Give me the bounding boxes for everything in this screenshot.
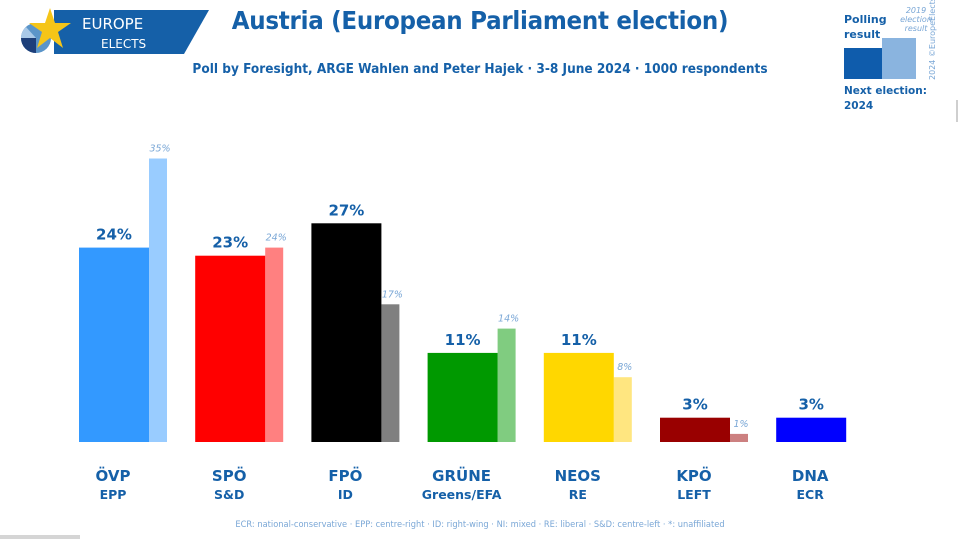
next-election: Next election: 2024 [844,84,927,114]
legend-polling-label-line2: result [844,28,881,41]
polling-value-label: 11% [445,331,481,349]
previous-value-label: 1% [733,419,748,430]
previous-value-label: 24% [266,233,287,244]
polling-value-label: 23% [212,234,248,252]
polling-value-label: 11% [561,331,597,349]
group-label: S&D [214,487,244,502]
polling-bar-4 [543,352,614,442]
group-label: ID [338,487,353,502]
polling-bar-2 [311,223,382,442]
next-election-label: Next election: [844,85,927,97]
previous-bar-3 [497,328,516,442]
next-election-year: 2024 [844,100,874,112]
legend-previous-label-line2: election [900,15,932,24]
polling-value-label: 3% [682,396,707,414]
group-label: ECR [797,487,825,502]
polling-bar-0 [79,247,149,442]
previous-value-label: 35% [149,144,170,155]
group-label: RE [569,487,587,502]
legend-previous-label-line1: 2019 [905,6,927,15]
chart-subtitle: Poll by Foresight, ARGE Wahlen and Peter… [192,61,768,77]
group-footnote: ECR: national-conservative · EPP: centre… [235,520,725,530]
polling-bar-1 [195,255,266,442]
polling-bar-5 [660,417,730,442]
party-label: DNA [792,467,829,485]
polling-bar-3 [427,352,498,442]
legend: Polling result 2019 election result 2024… [838,0,948,116]
star-icon [29,8,71,48]
polling-value-label: 3% [798,396,823,414]
previous-value-label: 17% [382,289,403,300]
europe-elects-logo: EUROPE ELECTS [21,8,209,54]
previous-bar-0 [149,158,167,442]
logo-text-elects: ELECTS [101,37,146,51]
legend-polling-label: Polling result [844,12,887,42]
previous-bar-5 [730,433,748,442]
legend-polling-swatch [844,48,882,79]
previous-value-label: 14% [498,314,519,325]
group-label: EPP [100,487,127,502]
group-label: LEFT [677,487,711,502]
party-label: KPÖ [676,466,711,485]
legend-previous-label-line3: result [904,24,928,33]
logo-text-europe: EUROPE [82,15,143,33]
party-label: NEOS [555,467,601,485]
previous-bar-2 [381,304,400,442]
legend-polling-label-line1: Polling [844,13,887,26]
previous-bar-4 [613,377,632,442]
legend-previous-swatch [882,38,916,79]
vertical-scrollbar[interactable] [956,100,958,122]
chart-title: Austria (European Parliament election) [231,6,729,35]
polling-value-label: 24% [96,226,132,244]
polling-bar-6 [776,417,847,442]
party-label: GRÜNE [432,466,491,485]
previous-bar-1 [265,247,284,442]
logo-banner [54,10,209,54]
polling-value-label: 27% [328,201,364,219]
party-label: ÖVP [96,466,131,485]
party-label: SPÖ [212,466,247,485]
legend-previous-label: 2019 election result [896,6,936,33]
horizontal-scrollbar[interactable] [0,535,80,539]
previous-value-label: 8% [617,362,632,373]
group-label: Greens/EFA [422,487,502,502]
party-label: FPÖ [328,466,362,485]
